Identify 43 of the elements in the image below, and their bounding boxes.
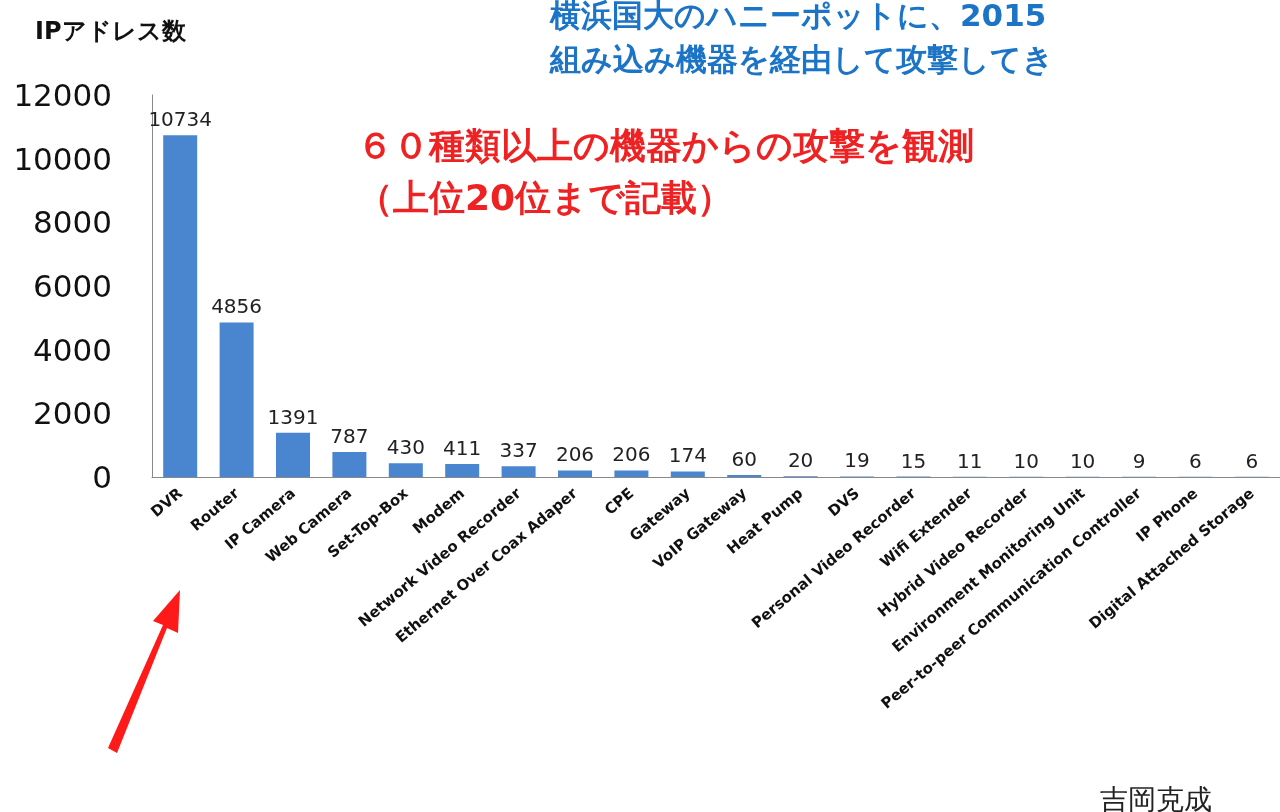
- data-label: 174: [668, 443, 707, 468]
- data-label: 337: [499, 438, 538, 463]
- annotation: ６０種類以上の機器からの攻撃を観測: [357, 124, 974, 166]
- bar: [670, 471, 705, 477]
- bar: [558, 470, 592, 477]
- data-label: 10: [1069, 448, 1096, 473]
- data-label: 20: [787, 448, 814, 473]
- bar: [614, 470, 649, 477]
- annotation: （上位20位まで記載）: [357, 176, 734, 218]
- data-label: 60: [731, 447, 757, 472]
- y-tick-label: 6000: [33, 268, 112, 304]
- data-label: 206: [612, 442, 651, 467]
- bar: [501, 466, 536, 477]
- y-tick-label: 12000: [13, 77, 112, 113]
- data-label: 787: [330, 423, 369, 448]
- chart-title: 横浜国大のハニーポットに、2015: [549, 0, 1047, 33]
- y-tick-label: 8000: [33, 204, 112, 241]
- data-label: 411: [443, 435, 482, 460]
- bar: [445, 463, 480, 477]
- bar: [332, 451, 367, 477]
- data-label: 9: [1132, 448, 1146, 473]
- data-label: 4856: [211, 294, 263, 319]
- bar: [276, 432, 310, 477]
- data-label: 430: [386, 435, 425, 460]
- bar: [219, 322, 254, 477]
- data-label: 10734: [148, 107, 213, 132]
- data-label: 1391: [267, 404, 319, 429]
- data-label: 15: [900, 448, 927, 473]
- data-label: 19: [844, 448, 870, 473]
- y-tick-label: 10000: [13, 140, 112, 177]
- data-label: 10: [1013, 448, 1039, 473]
- text: 吉岡克成: [1100, 782, 1212, 812]
- bar: [388, 463, 423, 477]
- y-tick-label: 0: [92, 459, 112, 495]
- data-label: 6: [1245, 448, 1259, 473]
- y-axis-title: IPアドレス数: [35, 17, 187, 45]
- data-label: 6: [1189, 448, 1202, 473]
- chart-subtitle: 組み込み機器を経由して攻撃してき: [549, 40, 1054, 77]
- y-tick-label: 2000: [33, 395, 112, 432]
- data-label: 206: [555, 442, 595, 467]
- bar: [163, 135, 198, 477]
- data-label: 11: [957, 448, 983, 473]
- y-tick-label: 4000: [33, 331, 112, 368]
